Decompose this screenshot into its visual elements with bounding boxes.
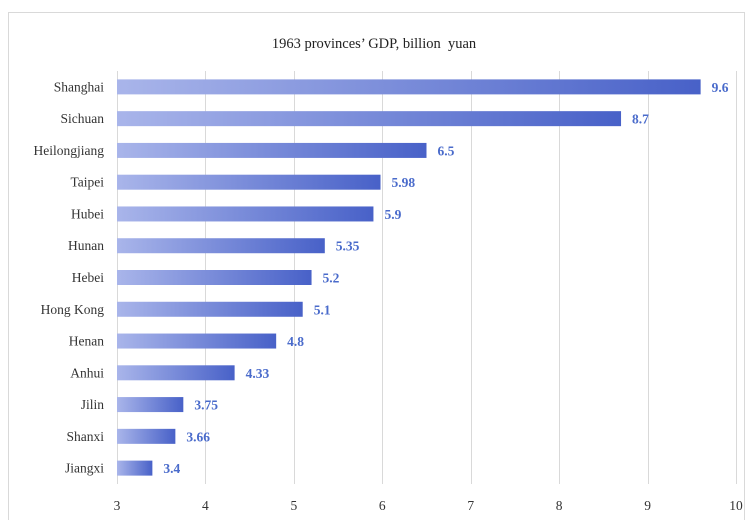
bar: [117, 79, 701, 95]
chart-area-border: [8, 12, 745, 520]
x-tick-label: 6: [379, 498, 386, 513]
bar: [117, 428, 176, 444]
category-label: Sichuan: [61, 111, 105, 126]
bar: [117, 460, 153, 476]
value-label: 3.4: [163, 461, 180, 476]
value-label: 5.98: [392, 175, 416, 190]
category-label: Hubei: [71, 206, 104, 221]
category-label: Taipei: [70, 175, 104, 190]
bar: [117, 206, 374, 222]
value-label: 5.2: [323, 271, 340, 286]
value-label: 5.1: [314, 302, 331, 317]
bar: [117, 142, 427, 158]
bar: [117, 301, 303, 317]
bars: [117, 79, 701, 476]
x-tick-label: 7: [467, 498, 474, 513]
value-label: 9.6: [712, 80, 729, 95]
value-labels: 9.6 8.7 6.5 5.98 5.9 5.35 5.2 5.1 4.8 4.33 3.75 3.6…: [163, 80, 728, 476]
value-label: 3.66: [186, 429, 210, 444]
value-label: 4.33: [246, 366, 270, 381]
value-label: 8.7: [632, 112, 649, 127]
value-label: 5.35: [336, 239, 360, 254]
bar: [117, 111, 622, 127]
category-label: Heilongjiang: [34, 143, 105, 158]
x-tick-label: 3: [114, 498, 121, 513]
chart-title: 1963 provinces’ GDP, billion yuan: [272, 36, 477, 52]
bar: [117, 333, 277, 349]
x-tick-label: 9: [644, 498, 651, 513]
bar: [117, 397, 184, 413]
category-label: Jiangxi: [65, 461, 104, 476]
x-tick-label: 8: [556, 498, 563, 513]
value-label: 5.9: [384, 207, 401, 222]
x-tick-label: 4: [202, 498, 209, 513]
value-label: 3.75: [194, 398, 218, 413]
x-axis-tick-labels: 3 4 5 6 7 8 9 10: [114, 498, 743, 513]
category-label: Hebei: [72, 270, 104, 285]
x-tick-label: 5: [290, 498, 297, 513]
category-label: Hunan: [68, 238, 104, 253]
bar: [117, 365, 235, 381]
category-label: Shanghai: [54, 79, 104, 94]
category-label: Henan: [69, 334, 104, 349]
gridlines: [117, 71, 737, 484]
x-tick-label: 10: [729, 498, 743, 513]
category-label: Hong Kong: [41, 302, 105, 317]
bar: [117, 238, 325, 254]
category-label: Anhui: [70, 365, 104, 380]
bar: [117, 174, 381, 190]
bar: [117, 270, 312, 285]
value-label: 6.5: [438, 143, 455, 158]
category-label: Shanxi: [66, 429, 104, 444]
y-axis-category-labels: Shanghai Sichuan Heilongjiang Taipei Hubei Hu…: [34, 79, 105, 475]
category-label: Jilin: [81, 397, 105, 412]
value-label: 4.8: [287, 334, 304, 349]
